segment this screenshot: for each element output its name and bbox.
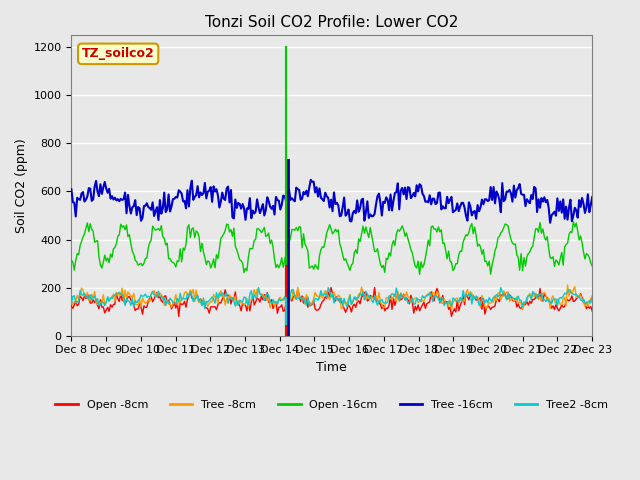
Legend: Open -8cm, Tree -8cm, Open -16cm, Tree -16cm, Tree2 -8cm: Open -8cm, Tree -8cm, Open -16cm, Tree -…	[51, 395, 612, 414]
X-axis label: Time: Time	[316, 361, 347, 374]
Text: TZ_soilco2: TZ_soilco2	[82, 48, 155, 60]
Title: Tonzi Soil CO2 Profile: Lower CO2: Tonzi Soil CO2 Profile: Lower CO2	[205, 15, 458, 30]
Y-axis label: Soil CO2 (ppm): Soil CO2 (ppm)	[15, 138, 28, 233]
